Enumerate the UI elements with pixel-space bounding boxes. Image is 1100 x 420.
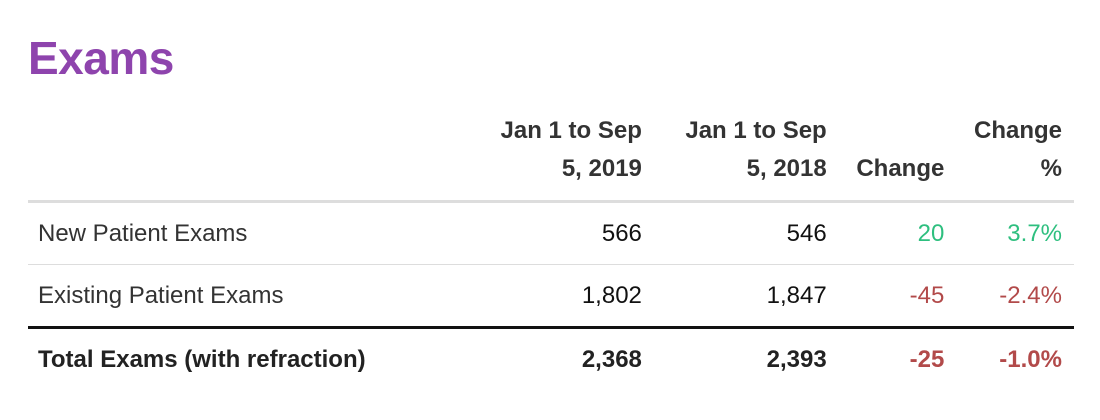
header-current-period: Jan 1 to Sep 5, 2019	[469, 112, 654, 202]
exams-table: Jan 1 to Sep 5, 2019 Jan 1 to Sep 5, 201…	[28, 112, 1074, 390]
header-label-blank	[28, 112, 469, 202]
header-change-pct-line1: Change	[973, 117, 1062, 144]
header-change-percent: Change %	[956, 112, 1074, 202]
row-current-value: 566	[601, 219, 642, 247]
total-change-percent: -1.0%	[999, 345, 1062, 373]
row-previous-value: 1,847	[766, 281, 827, 309]
page-title: Exams	[28, 32, 174, 84]
row-change-percent: 3.7%	[1007, 219, 1062, 247]
header-previous-line2: 5, 2018	[746, 155, 827, 182]
total-current-value: 2,368	[581, 345, 642, 373]
header-current-line1: Jan 1 to Sep	[500, 117, 642, 144]
header-current-line2: 5, 2019	[561, 155, 642, 182]
total-row: Total Exams (with refraction) 2,368 2,39…	[28, 328, 1074, 391]
total-previous-value: 2,393	[766, 345, 827, 373]
row-label: Existing Patient Exams	[38, 281, 284, 309]
row-change-percent: -2.4%	[999, 281, 1062, 309]
header-previous-line1: Jan 1 to Sep	[685, 117, 827, 144]
header-previous-period: Jan 1 to Sep 5, 2018	[654, 112, 839, 202]
row-change-value: 20	[917, 219, 945, 247]
total-change-value: -25	[909, 345, 945, 373]
row-current-value: 1,802	[581, 281, 642, 309]
row-label: New Patient Exams	[38, 219, 248, 247]
header-change: Change	[856, 155, 945, 182]
row-change-value: -45	[909, 281, 945, 309]
row-previous-value: 546	[786, 219, 827, 247]
table-row: Existing Patient Exams 1,802 1,847 -45 -…	[28, 265, 1074, 328]
table-row: New Patient Exams 566 546 20 3.7%	[28, 202, 1074, 265]
header-change-pct-line2: %	[1040, 155, 1062, 182]
table-header-row: Jan 1 to Sep 5, 2019 Jan 1 to Sep 5, 201…	[28, 112, 1074, 202]
total-label: Total Exams (with refraction)	[38, 345, 366, 373]
